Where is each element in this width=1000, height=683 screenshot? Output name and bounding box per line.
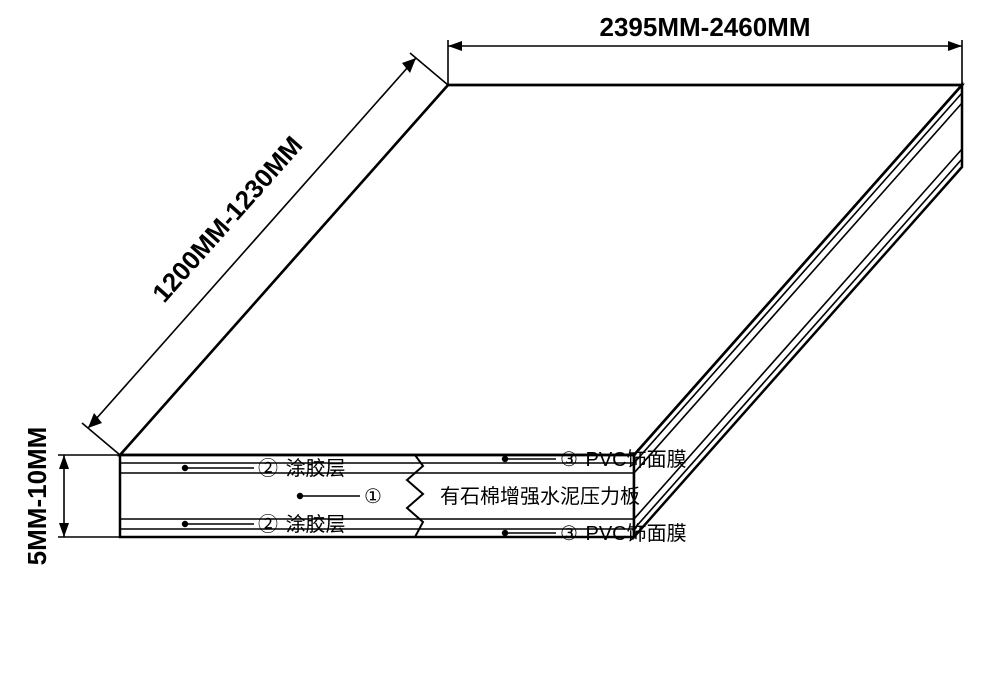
dimension-thickness: 5MM-10MM bbox=[22, 427, 120, 566]
label-pvc-bot: ③ PVC饰面膜 bbox=[560, 522, 687, 545]
dimension-width: 2395MM-2460MM bbox=[448, 12, 962, 85]
diagram-svg: 2395MM-2460MM 1200MM-1230MM 5MM-10MM bbox=[0, 0, 1000, 678]
label-glue-bot: ② 涂胶层 bbox=[258, 513, 346, 536]
diagram-stage: 2395MM-2460MM 1200MM-1230MM 5MM-10MM bbox=[0, 0, 1000, 678]
dim-thickness-label: 5MM-10MM bbox=[22, 427, 52, 566]
label-core-num: ① bbox=[364, 486, 382, 508]
dim-width-label: 2395MM-2460MM bbox=[600, 12, 811, 42]
label-core-name: 有石棉增强水泥压力板 bbox=[440, 485, 640, 508]
label-pvc-top: ③ PVC饰面膜 bbox=[560, 448, 687, 471]
label-glue-top: ② 涂胶层 bbox=[258, 457, 346, 480]
